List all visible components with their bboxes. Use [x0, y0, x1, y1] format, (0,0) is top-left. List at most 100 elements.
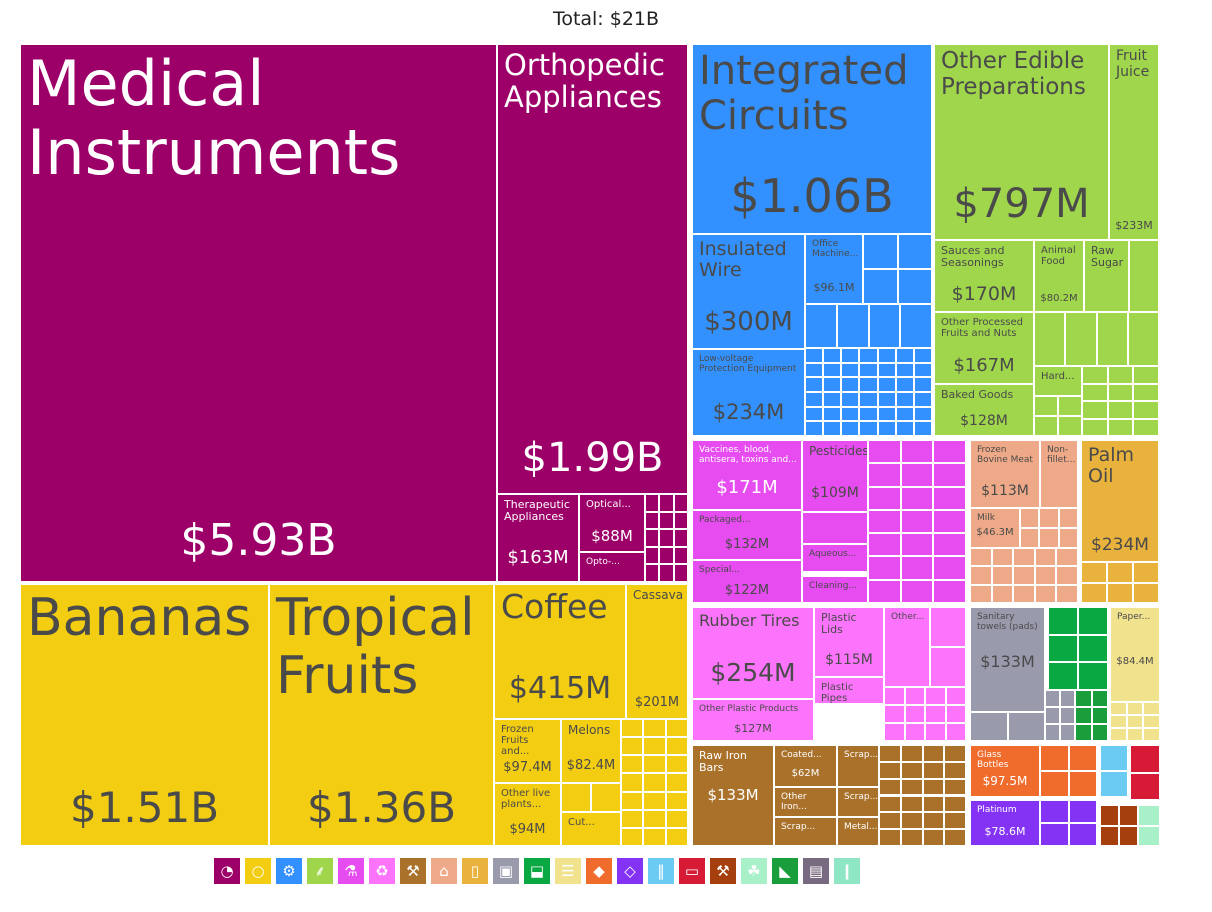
gear-icon[interactable]: ⚙ [275, 857, 303, 885]
small-tile-instruments[interactable] [673, 564, 688, 582]
small-tile-machines[interactable] [841, 348, 860, 363]
tile-low-voltage-protection-equipment[interactable]: Low-voltage Protection Equipment $234M [692, 349, 805, 436]
small-tile-instruments[interactable] [659, 564, 674, 582]
small-tile-machines[interactable] [895, 421, 914, 436]
small-tile-plastics-and-rubbers[interactable] [904, 705, 925, 723]
small-tile-metals[interactable] [900, 761, 923, 779]
small-tile-metals[interactable] [944, 812, 966, 830]
small-tile-metals[interactable] [922, 761, 945, 779]
small-tile-instruments[interactable] [673, 511, 688, 530]
small-tile-metals[interactable] [900, 795, 923, 813]
tile-bananas[interactable]: Bananas $1.51B [20, 584, 269, 846]
small-tile-chemical-products[interactable] [933, 463, 966, 487]
small-tile-vegetable-products[interactable] [665, 827, 688, 846]
small-tile-vegetable-products[interactable] [643, 773, 666, 792]
ticket-icon[interactable]: ▭ [678, 857, 706, 885]
small-tile-instruments[interactable] [659, 529, 674, 547]
small-tile-instruments[interactable] [645, 564, 660, 582]
small-tile-plastics-and-rubbers[interactable] [945, 687, 966, 705]
tile-packaged[interactable]: Packaged... $132M [692, 510, 802, 560]
small-tile-paper-goods-and-books[interactable] [1143, 702, 1160, 715]
small-tile-machines[interactable] [823, 406, 842, 422]
tile-platinum[interactable]: Platinum $78.6M [970, 800, 1040, 846]
small-tile-machines[interactable] [859, 362, 878, 378]
small-tile-mineral-products[interactable] [1119, 825, 1138, 846]
small-tile-metals[interactable] [879, 761, 901, 779]
small-tile-miscellaneous[interactable] [1130, 772, 1160, 800]
tile-paper[interactable]: Paper... $84.4M [1110, 607, 1160, 702]
small-tile-instruments[interactable] [659, 494, 674, 512]
tile-scrap[interactable]: Scrap... [837, 787, 879, 817]
tile-cut[interactable]: Cut... [561, 812, 621, 846]
small-tile-paper-goods[interactable] [1045, 707, 1060, 724]
small-tile-chemical-products[interactable] [868, 579, 901, 603]
small-tile-machines[interactable] [877, 377, 896, 392]
small-tile-footwear-and-headwear[interactable] [1091, 724, 1108, 741]
small-tile-machines[interactable] [836, 304, 869, 348]
small-tile-textiles[interactable] [1048, 634, 1078, 663]
small-tile-foodstuffs[interactable] [1082, 383, 1108, 401]
small-tile-plastics-and-rubbers[interactable] [925, 687, 946, 705]
small-tile-textiles[interactable] [1048, 607, 1078, 635]
small-tile-precious-metals[interactable] [1040, 823, 1069, 846]
tile-other-live-plants[interactable]: Other live plants... $94M [494, 783, 561, 846]
small-tile-machines[interactable] [863, 234, 898, 269]
small-tile-vegetable-products[interactable] [643, 791, 666, 810]
tile-office-machine[interactable]: Office Machine... $96.1M [805, 234, 863, 304]
small-tile-plastics-and-rubbers[interactable] [930, 647, 966, 687]
small-tile-paper-goods-and-books[interactable] [1126, 702, 1144, 715]
small-tile-chemical-products[interactable] [868, 509, 901, 534]
small-tile-machines[interactable] [859, 392, 878, 407]
small-tile-transportation[interactable] [1100, 745, 1128, 771]
tile-other[interactable]: Other... [884, 607, 930, 687]
small-tile-metals[interactable] [944, 745, 966, 762]
tile-coffee[interactable]: Coffee $415M [494, 584, 626, 719]
shirt-icon[interactable]: ⬓ [523, 857, 551, 885]
tile-other-processed-fruits-and-nuts[interactable]: Other Processed Fruits and Nuts $167M [934, 312, 1034, 384]
small-tile-stone-and-glass[interactable] [1068, 771, 1097, 797]
small-tile-paper-goods-and-books[interactable] [1143, 715, 1160, 728]
small-tile-foodstuffs[interactable] [1107, 418, 1134, 436]
gauge-icon[interactable]: ◔ [213, 857, 241, 885]
small-tile-animal-and-vegetable-bi-products[interactable] [1081, 582, 1107, 603]
small-tile-chemical-products[interactable] [868, 533, 901, 557]
small-tile-mineral-products[interactable] [1100, 805, 1119, 826]
small-tile-vegetable-products[interactable] [621, 809, 644, 828]
small-tile-machines[interactable] [897, 234, 932, 269]
tile-coated[interactable]: Coated... $62M [774, 745, 837, 787]
small-tile-paper-goods-and-books[interactable] [1126, 728, 1144, 741]
oil-bottle-icon[interactable]: ▯ [461, 857, 489, 885]
tile-rubber-tires[interactable]: Rubber Tires $254M [692, 607, 814, 699]
easel-icon[interactable]: ▤ [802, 857, 830, 885]
small-tile-metals[interactable] [922, 795, 945, 813]
small-tile-machines[interactable] [913, 377, 932, 392]
small-tile-chemical-products[interactable] [933, 533, 966, 557]
small-tile-foodstuffs[interactable] [1133, 366, 1159, 384]
small-tile-animal-products[interactable] [991, 548, 1014, 567]
document-icon[interactable]: ☰ [554, 857, 582, 885]
small-tile-machines[interactable] [841, 392, 860, 407]
small-tile-animal-products[interactable] [1034, 566, 1057, 585]
small-tile-metals[interactable] [922, 778, 945, 796]
small-tile-animal-products[interactable] [1039, 528, 1059, 548]
small-tile-foodstuffs[interactable] [1034, 416, 1058, 436]
small-tile-metals[interactable] [944, 778, 966, 796]
small-tile-plastics-and-rubbers[interactable] [945, 723, 966, 741]
small-tile-chemical-products[interactable] [868, 463, 901, 487]
road-icon[interactable]: ‖ [647, 857, 675, 885]
small-tile-vegetable-products[interactable] [621, 719, 644, 738]
small-tile-precious-metals[interactable] [1068, 800, 1097, 823]
small-tile-machines[interactable] [900, 304, 932, 348]
small-tile-instruments[interactable] [673, 494, 688, 512]
small-tile-machines[interactable] [895, 348, 914, 363]
small-tile-machines[interactable] [805, 406, 824, 422]
small-tile-vegetable-products[interactable] [561, 783, 591, 812]
small-tile-machines[interactable] [868, 304, 901, 348]
small-tile-plastics-and-rubbers[interactable] [925, 723, 946, 741]
small-tile-machines[interactable] [823, 348, 842, 363]
small-tile-vegetable-products[interactable] [621, 773, 644, 792]
small-tile-chemical-products[interactable] [933, 579, 966, 603]
small-tile-animal-products[interactable] [1058, 528, 1078, 548]
small-tile-metals[interactable] [944, 829, 966, 846]
small-tile-precious-metals[interactable] [1068, 823, 1097, 846]
